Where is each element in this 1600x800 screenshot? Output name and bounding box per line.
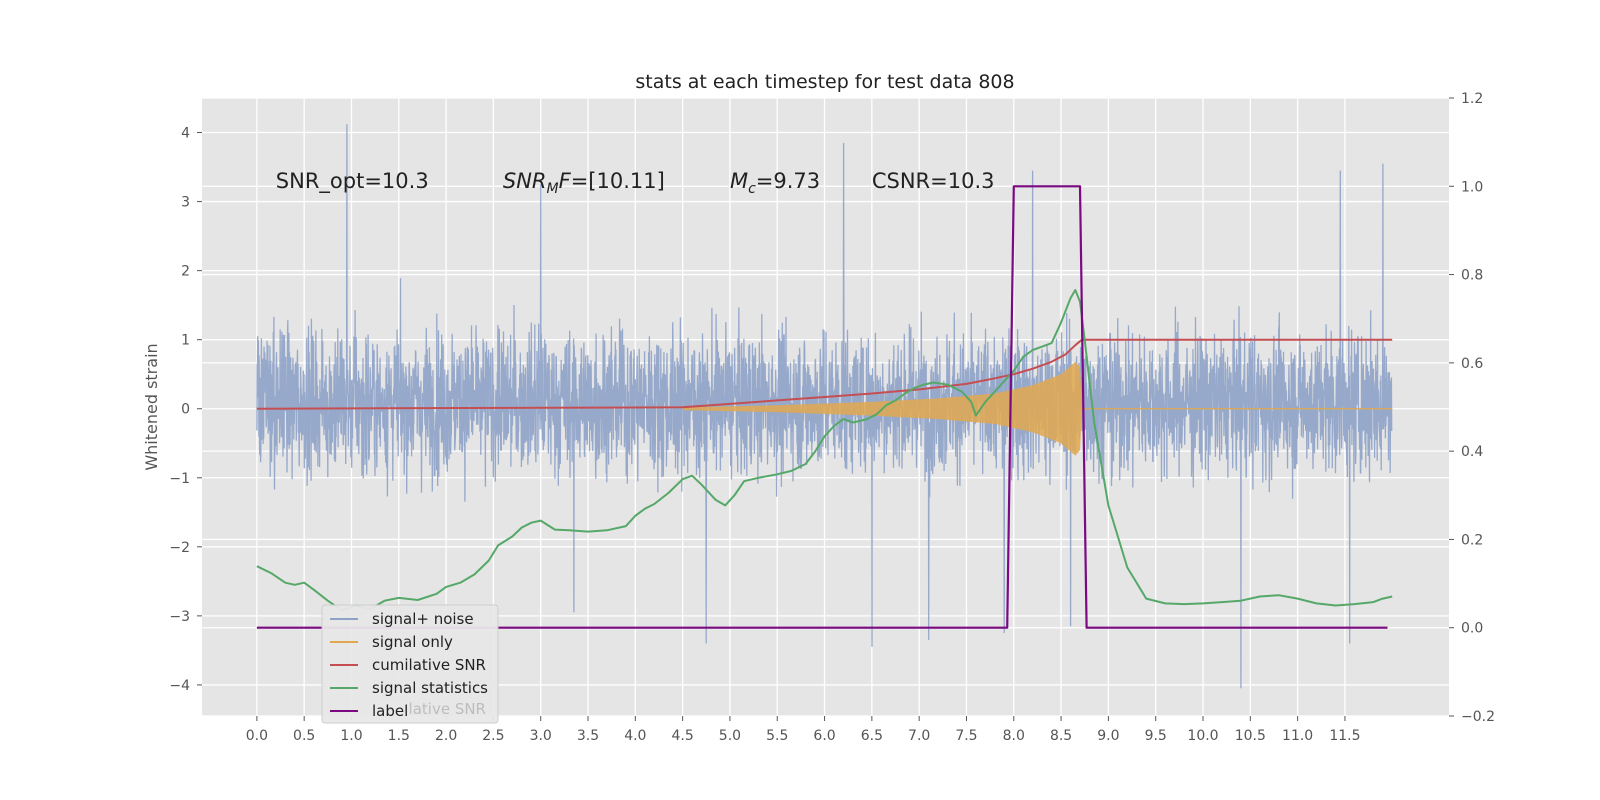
annotation-rest: =9.73	[756, 169, 820, 193]
y-axis-label: Whitened strain	[142, 343, 161, 470]
legend-label: cumilative SNR	[372, 656, 486, 674]
annotation-subscript: c	[748, 181, 756, 197]
x-tick-label: 5.0	[719, 728, 741, 744]
x-tick-label: 1.0	[340, 728, 362, 744]
x-tick-label: 9.5	[1145, 728, 1167, 744]
annotation-main: M	[730, 169, 748, 193]
annotation-rest: F=[10.11]	[559, 169, 665, 193]
series-signal-noise	[256, 124, 1393, 689]
annotations: SNR_opt=10.3 SNRMF=[10.11] Mc=9.73 CSNR=10.…	[276, 169, 995, 197]
y-tick-label: 1	[181, 333, 190, 349]
x-tick-label: 10.0	[1187, 728, 1218, 744]
x-tick-label: 4.0	[624, 728, 646, 744]
series-label	[256, 185, 1388, 629]
y-tick-label: −3	[169, 609, 190, 625]
annotation-4: CSNR=10.3	[872, 169, 995, 193]
x-tick-label: 5.5	[766, 728, 788, 744]
x-tick-label: 7.5	[955, 728, 977, 744]
series-signal-statistics	[256, 289, 1393, 612]
y2-tick-label: 0.2	[1461, 532, 1483, 548]
y2-tick-label: 0.6	[1461, 356, 1483, 372]
x-tick-label: 9.0	[1097, 728, 1119, 744]
y2-tick-label: 0.4	[1461, 444, 1483, 460]
series-cumulative-snr	[256, 338, 1393, 410]
x-tick-label: 1.5	[388, 728, 410, 744]
x-tick-label: 0.0	[246, 728, 268, 744]
x-tick-label: 0.5	[293, 728, 315, 744]
y2-tick-label: 1.0	[1461, 179, 1483, 195]
chart-title: stats at each timestep for test data 808	[635, 71, 1014, 93]
legend-label-backdrop	[371, 701, 410, 721]
x-tick-label: 6.0	[813, 728, 835, 744]
y-tick-label: 4	[181, 126, 190, 142]
legend-label: signal only	[372, 633, 453, 651]
annotation-3: Mc=9.73	[730, 169, 820, 197]
annotation-italic-f: F	[559, 169, 572, 193]
y-tick-label: 3	[181, 195, 190, 211]
series-layer	[256, 124, 1393, 689]
y2-tick-label: 1.2	[1461, 91, 1483, 107]
x-tick-label: 7.0	[908, 728, 930, 744]
annotation-main: SNR	[503, 169, 547, 193]
legend-label: signal statistics	[372, 679, 488, 697]
y2-tick-label: 0.8	[1461, 268, 1483, 284]
x-tick-label: 3.5	[577, 728, 599, 744]
x-tick-label: 8.5	[1050, 728, 1072, 744]
annotation-subscript: M	[547, 181, 559, 197]
x-tick-label: 11.0	[1282, 728, 1313, 744]
y-tick-label: 2	[181, 264, 190, 280]
axes: 0.0 0.5 1.0 1.5 2.0 2.5 3.0 3.5 4.0 4.5 5.0 5.5 6.0 6…	[169, 91, 1495, 744]
x-tick-label: 11.5	[1329, 728, 1360, 744]
legend-label: label	[372, 702, 408, 720]
y2-tick-label: 0.0	[1461, 621, 1483, 637]
legend-label: signal+ noise	[372, 610, 474, 628]
annotation-1: SNR_opt=10.3	[276, 169, 429, 194]
x-tick-label: 2.5	[482, 728, 504, 744]
x-tick-label: 4.5	[672, 728, 694, 744]
x-tick-label: 6.5	[861, 728, 883, 744]
y-tick-label: −4	[169, 678, 190, 694]
legend-box	[321, 604, 499, 724]
x-tick-label: 3.0	[530, 728, 552, 744]
x-tick-label: 8.0	[1003, 728, 1025, 744]
y-tick-label: 0	[181, 402, 190, 418]
y-tick-label: −2	[169, 540, 190, 556]
x-tick-label: 10.5	[1235, 728, 1266, 744]
y-tick-label: −1	[169, 471, 190, 487]
annotation-value: =[10.11]	[571, 169, 665, 193]
x-tick-label: 2.0	[435, 728, 457, 744]
annotation-2: SNRMF=[10.11]	[503, 169, 665, 197]
y2-tick-label: −0.2	[1461, 709, 1495, 725]
